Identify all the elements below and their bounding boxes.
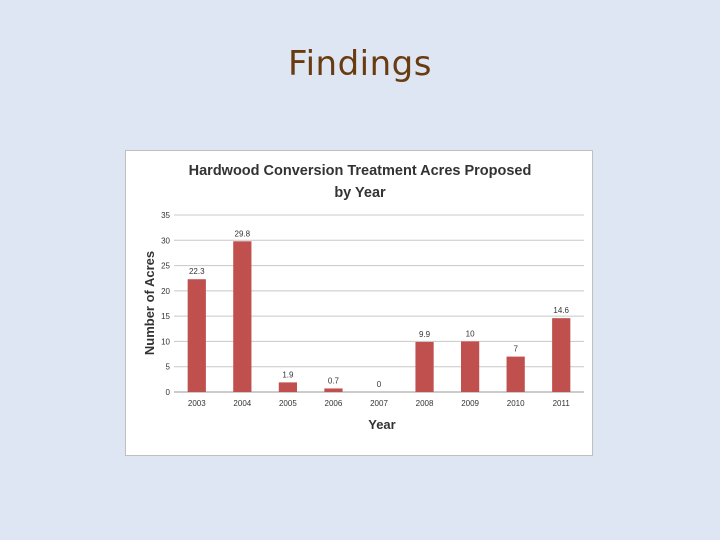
x-tick-label: 2004 — [233, 399, 251, 408]
x-tick-label: 2003 — [188, 399, 206, 408]
data-labels: 22.3 29.8 1.9 0.7 0 9.9 10 7 14.6 — [189, 229, 570, 389]
x-tick-label: 2008 — [416, 399, 434, 408]
x-tick-labels: 2003 2004 2005 2006 2007 2008 2009 2010 2011 — [188, 399, 570, 408]
x-axis-title: Year — [368, 417, 395, 432]
bar — [324, 388, 343, 392]
bar-chart: Hardwood Conversion Treatment Acres Prop… — [142, 163, 584, 432]
data-label: 9.9 — [419, 330, 431, 339]
data-label: 10 — [466, 329, 475, 338]
x-tick-label: 2009 — [461, 399, 479, 408]
data-label: 0 — [377, 380, 382, 389]
y-tick-label: 5 — [166, 363, 171, 372]
bar — [552, 318, 571, 392]
y-tick-label: 30 — [161, 236, 170, 245]
bar — [187, 279, 206, 392]
bar — [461, 341, 480, 392]
data-label: 7 — [513, 345, 518, 354]
data-label: 1.9 — [282, 370, 294, 379]
y-tick-label: 20 — [161, 287, 170, 296]
y-tick-label: 10 — [161, 337, 170, 346]
bar — [233, 241, 252, 392]
data-label: 22.3 — [189, 267, 205, 276]
x-tick-label: 2005 — [279, 399, 297, 408]
y-tick-label: 35 — [161, 211, 170, 220]
y-axis-title: Number of Acres — [142, 251, 157, 355]
y-tick-label: 15 — [161, 312, 170, 321]
bar — [415, 341, 434, 392]
data-label: 14.6 — [553, 306, 569, 315]
data-label: 29.8 — [235, 229, 251, 238]
bar — [278, 382, 297, 392]
x-tick-label: 2006 — [325, 399, 343, 408]
y-tick-label: 0 — [166, 388, 171, 397]
y-tick-labels: 0 5 10 15 20 25 30 35 — [161, 211, 170, 397]
slide-title: Findings — [288, 44, 432, 84]
chart-title-line-2: by Year — [334, 185, 386, 201]
data-label: 0.7 — [328, 376, 340, 385]
bars — [187, 241, 571, 392]
x-tick-label: 2010 — [507, 399, 525, 408]
y-tick-label: 25 — [161, 262, 170, 271]
x-tick-label: 2007 — [370, 399, 388, 408]
chart-frame: Hardwood Conversion Treatment Acres Prop… — [125, 150, 593, 456]
x-tick-label: 2011 — [553, 399, 571, 408]
bar — [506, 356, 525, 392]
chart-title-line-1: Hardwood Conversion Treatment Acres Prop… — [189, 163, 532, 179]
